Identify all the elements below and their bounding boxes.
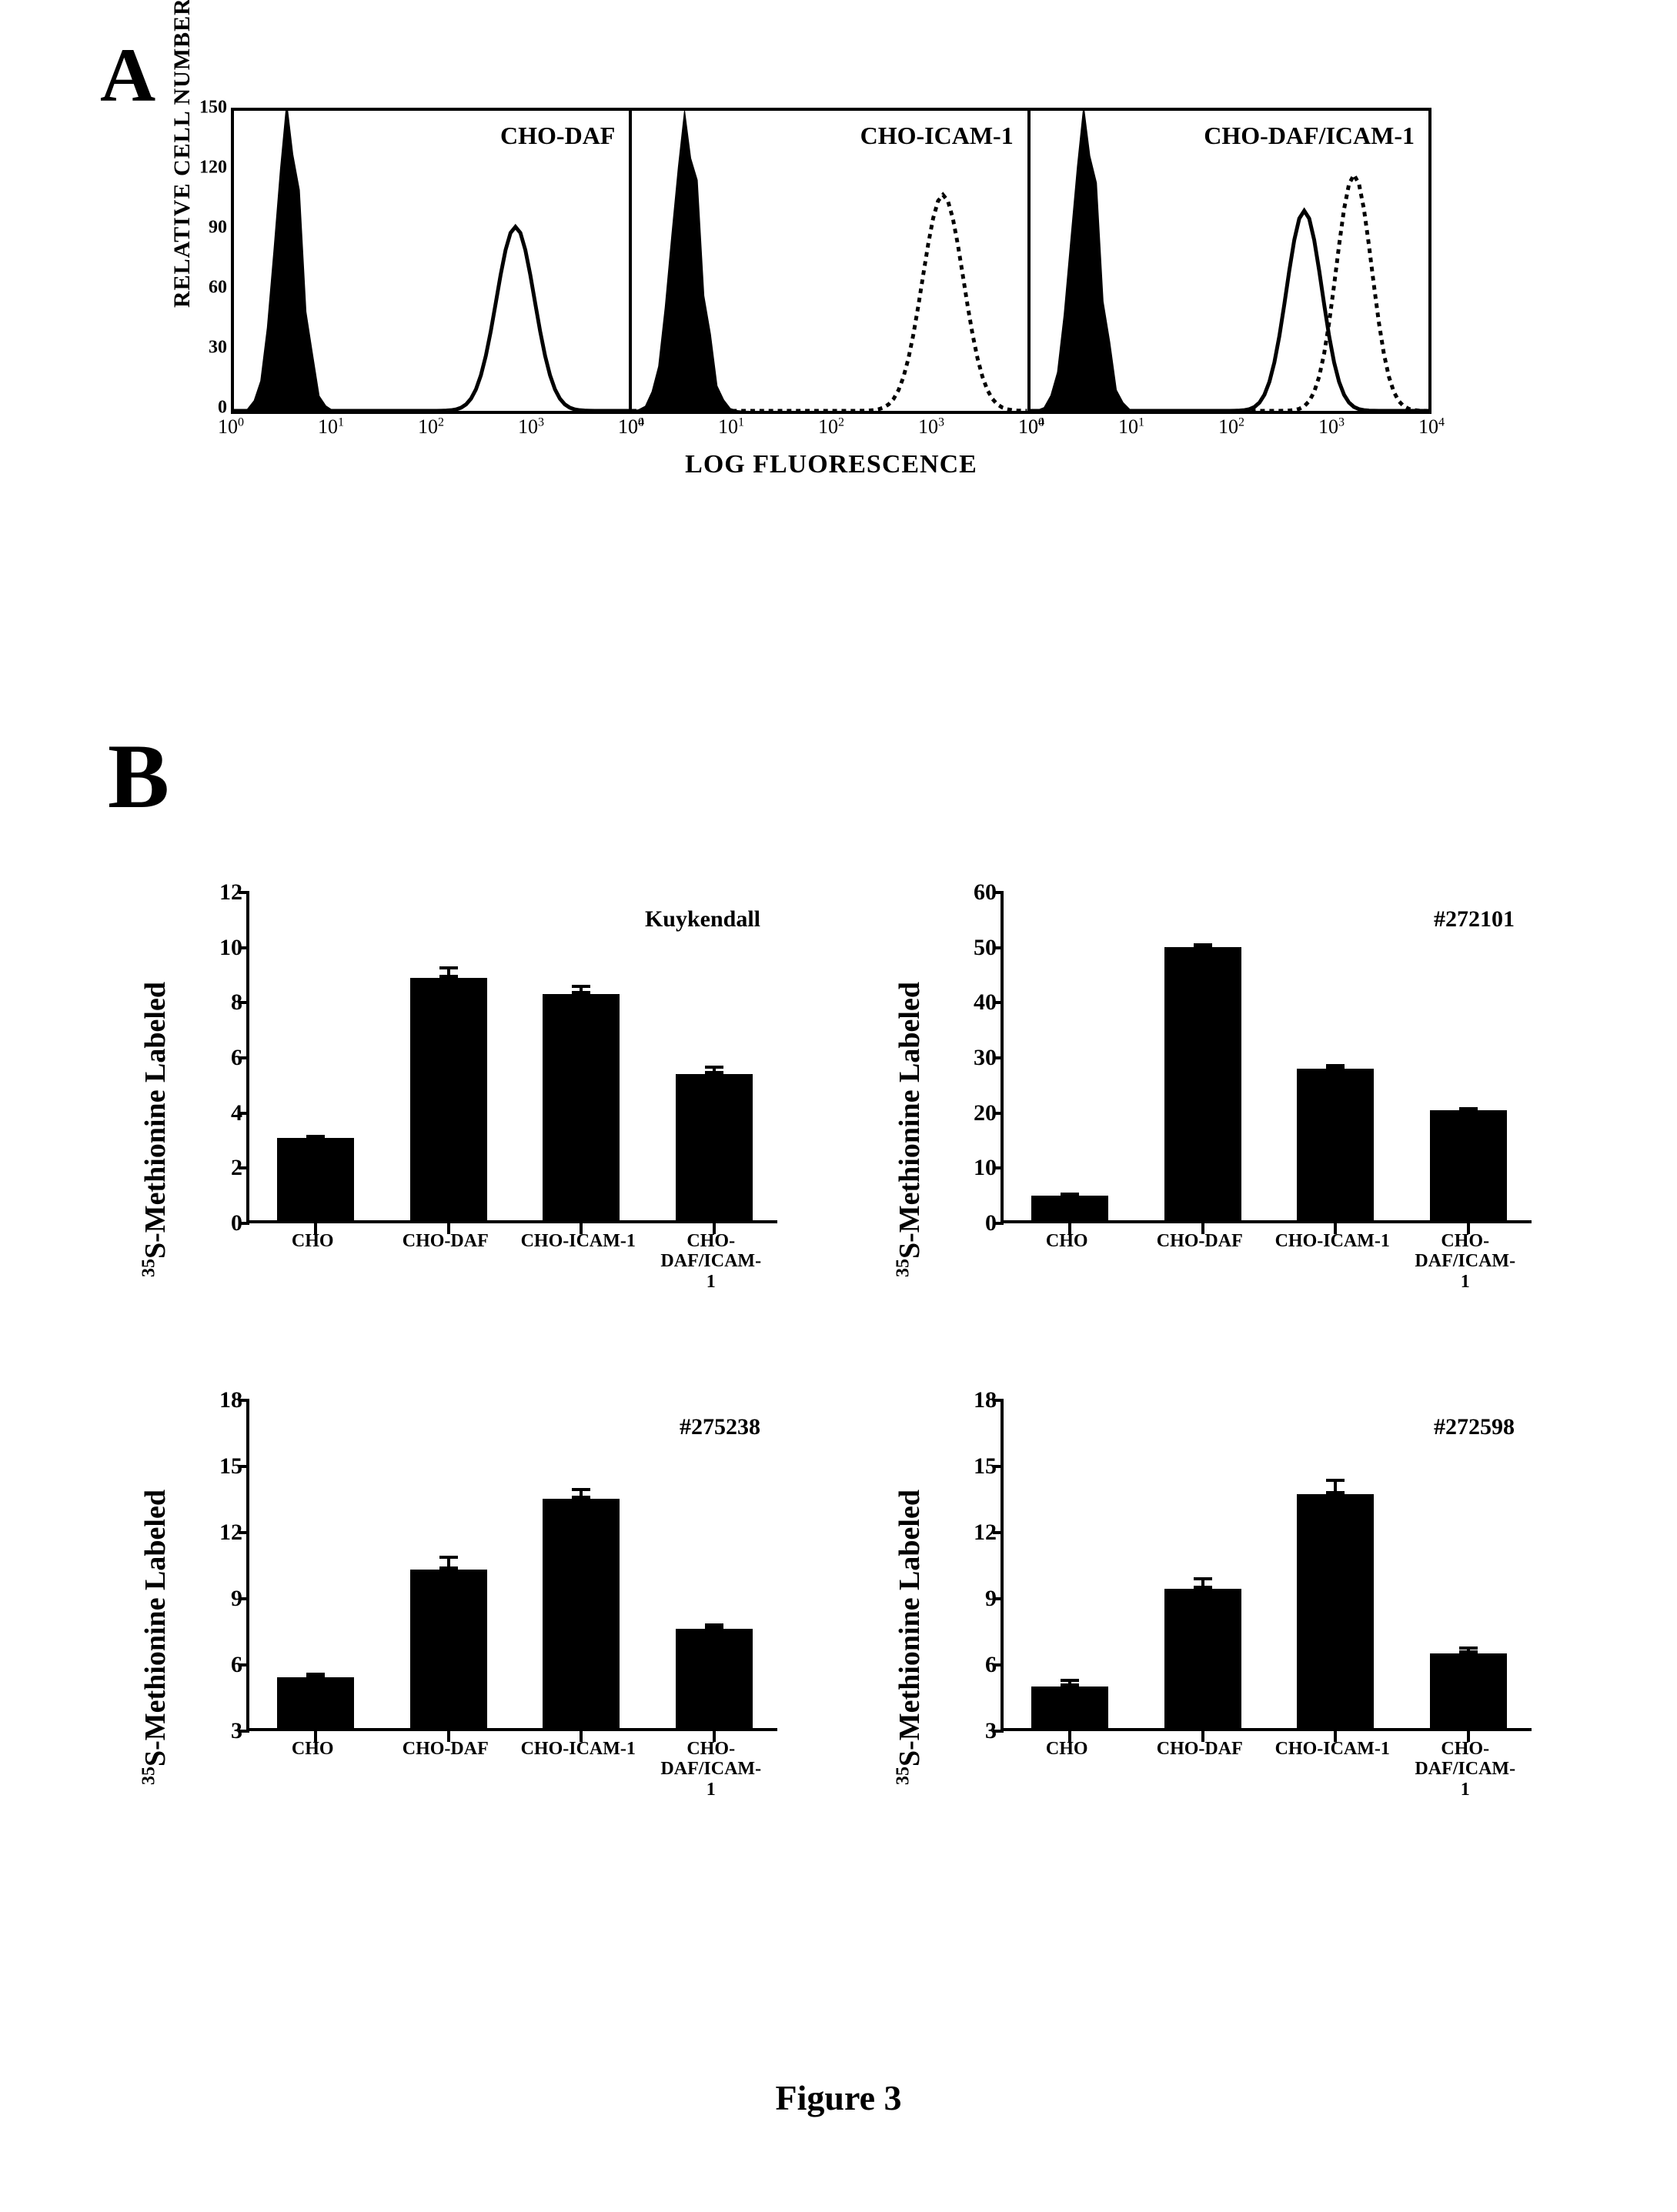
error-bar bbox=[713, 1623, 716, 1629]
bar bbox=[410, 1570, 487, 1728]
error-bar bbox=[580, 985, 583, 995]
error-bar bbox=[1068, 1679, 1071, 1687]
bar-y-ticks: 0102030405060 bbox=[962, 892, 997, 1223]
bar-x-labels: CHO CHO-DAF CHO-ICAM-1 CHO-DAF/ICAM-1 bbox=[246, 1231, 777, 1293]
bar-x-label: CHO-DAF/ICAM-1 bbox=[660, 1739, 761, 1800]
bar-x-label: CHO-DAF bbox=[1157, 1231, 1243, 1251]
error-bar bbox=[580, 1488, 583, 1499]
bar-x-label: CHO-DAF/ICAM-1 bbox=[1415, 1231, 1515, 1292]
bar bbox=[1031, 1196, 1108, 1220]
bar bbox=[277, 1138, 354, 1221]
figure-caption: Figure 3 bbox=[0, 2077, 1677, 2118]
panel-b-label: B bbox=[108, 723, 169, 829]
bar-y-axis-label: 35S-Methionine Labeled bbox=[893, 1490, 927, 1785]
flow-subpanel-title: CHO-DAF/ICAM-1 bbox=[1204, 122, 1415, 150]
error-bar bbox=[1467, 1646, 1470, 1653]
bar-x-label: CHO-ICAM-1 bbox=[521, 1231, 636, 1251]
error-bar bbox=[1334, 1064, 1337, 1069]
bar-y-axis-label: 35S-Methionine Labeled bbox=[139, 982, 172, 1277]
error-bar bbox=[1068, 1193, 1071, 1196]
bar-x-label: CHO bbox=[1046, 1231, 1088, 1251]
bar-chart: 35S-Methionine Labeled0102030405060#2721… bbox=[900, 892, 1532, 1293]
bar-plot-area: #275238 bbox=[246, 1400, 777, 1731]
bar-x-labels: CHO CHO-DAF CHO-ICAM-1 CHO-DAF/ICAM-1 bbox=[1001, 1231, 1532, 1293]
bar-plot-area: Kuykendall bbox=[246, 892, 777, 1223]
flow-subpanel: CHO-DAF bbox=[234, 111, 632, 411]
bar-x-label: CHO-DAF bbox=[403, 1739, 489, 1759]
bar-chart: 35S-Methionine Labeled024681012Kuykendal… bbox=[146, 892, 777, 1293]
bar-x-label: CHO-DAF bbox=[1157, 1739, 1243, 1759]
panel-a-label: A bbox=[100, 31, 155, 119]
bar-plot-area: #272101 bbox=[1001, 892, 1532, 1223]
flow-y-axis-label: RELATIVE CELL NUMBER bbox=[169, 0, 195, 308]
bar-x-label: CHO-DAF bbox=[403, 1231, 489, 1251]
bar-chart: 35S-Methionine Labeled369121518#275238CH… bbox=[146, 1400, 777, 1800]
bar-x-label: CHO bbox=[292, 1739, 334, 1759]
flow-subpanel: CHO-ICAM-1 bbox=[632, 111, 1030, 411]
bar-x-label: CHO-DAF/ICAM-1 bbox=[1415, 1739, 1515, 1800]
bar bbox=[1031, 1687, 1108, 1728]
bar-y-ticks: 369121518 bbox=[962, 1400, 997, 1731]
bar bbox=[543, 1499, 620, 1728]
error-bar bbox=[1201, 943, 1204, 948]
error-bar bbox=[713, 1066, 716, 1074]
bar-x-label: CHO-DAF/ICAM-1 bbox=[660, 1231, 761, 1292]
bar-chart: 35S-Methionine Labeled369121518#272598CH… bbox=[900, 1400, 1532, 1800]
bar bbox=[1164, 1589, 1241, 1728]
bar-x-label: CHO-ICAM-1 bbox=[1275, 1739, 1390, 1759]
bar bbox=[410, 978, 487, 1220]
bar bbox=[1297, 1494, 1374, 1728]
flow-x-ticks: 1001011021031041001011021031041001011021… bbox=[231, 415, 1431, 446]
bar-y-ticks: 024681012 bbox=[208, 892, 242, 1223]
error-bar bbox=[314, 1135, 317, 1138]
bar-chart-title: #272598 bbox=[1434, 1414, 1515, 1440]
bar-x-label: CHO-ICAM-1 bbox=[521, 1739, 636, 1759]
bar-y-axis-label: 35S-Methionine Labeled bbox=[893, 982, 927, 1277]
flow-x-axis-label: LOG FLUORESCENCE bbox=[231, 450, 1431, 479]
bar-plot-area: #272598 bbox=[1001, 1400, 1532, 1731]
bar-x-label: CHO-ICAM-1 bbox=[1275, 1231, 1390, 1251]
bar bbox=[277, 1677, 354, 1728]
error-bar bbox=[1334, 1479, 1337, 1494]
flow-subpanel: CHO-DAF/ICAM-1 bbox=[1031, 111, 1428, 411]
bar-chart-title: #272101 bbox=[1434, 906, 1515, 933]
bar-x-labels: CHO CHO-DAF CHO-ICAM-1 CHO-DAF/ICAM-1 bbox=[1001, 1739, 1532, 1800]
flow-subpanels: CHO-DAF CHO-ICAM-1 CHO-DAF/ICAM-1 bbox=[231, 108, 1431, 414]
bar-x-label: CHO bbox=[292, 1231, 334, 1251]
bar-x-labels: CHO CHO-DAF CHO-ICAM-1 CHO-DAF/ICAM-1 bbox=[246, 1739, 777, 1800]
bar bbox=[1430, 1110, 1507, 1220]
bar bbox=[1430, 1653, 1507, 1728]
bar-y-axis-label: 35S-Methionine Labeled bbox=[139, 1490, 172, 1785]
error-bar bbox=[447, 966, 450, 977]
bar-x-label: CHO bbox=[1046, 1739, 1088, 1759]
error-bar bbox=[447, 1556, 450, 1569]
bar-y-ticks: 369121518 bbox=[208, 1400, 242, 1731]
flow-subpanel-title: CHO-ICAM-1 bbox=[860, 122, 1014, 150]
bar bbox=[676, 1074, 753, 1220]
bar bbox=[1164, 947, 1241, 1220]
bar-chart-title: #275238 bbox=[680, 1414, 760, 1440]
flow-cytometry-panel: RELATIVE CELL NUMBER 0306090120150 CHO-D… bbox=[231, 108, 1431, 414]
bar bbox=[543, 994, 620, 1220]
flow-y-ticks: 0306090120150 bbox=[196, 108, 227, 408]
error-bar bbox=[314, 1673, 317, 1677]
bar-chart-title: Kuykendall bbox=[645, 906, 760, 933]
bar bbox=[1297, 1069, 1374, 1220]
flow-subpanel-title: CHO-DAF bbox=[500, 122, 615, 150]
bar bbox=[676, 1629, 753, 1728]
bar-chart-grid: 35S-Methionine Labeled 024681012 Kuykendal… bbox=[146, 892, 1547, 1800]
error-bar bbox=[1467, 1107, 1470, 1110]
error-bar bbox=[1201, 1577, 1204, 1590]
